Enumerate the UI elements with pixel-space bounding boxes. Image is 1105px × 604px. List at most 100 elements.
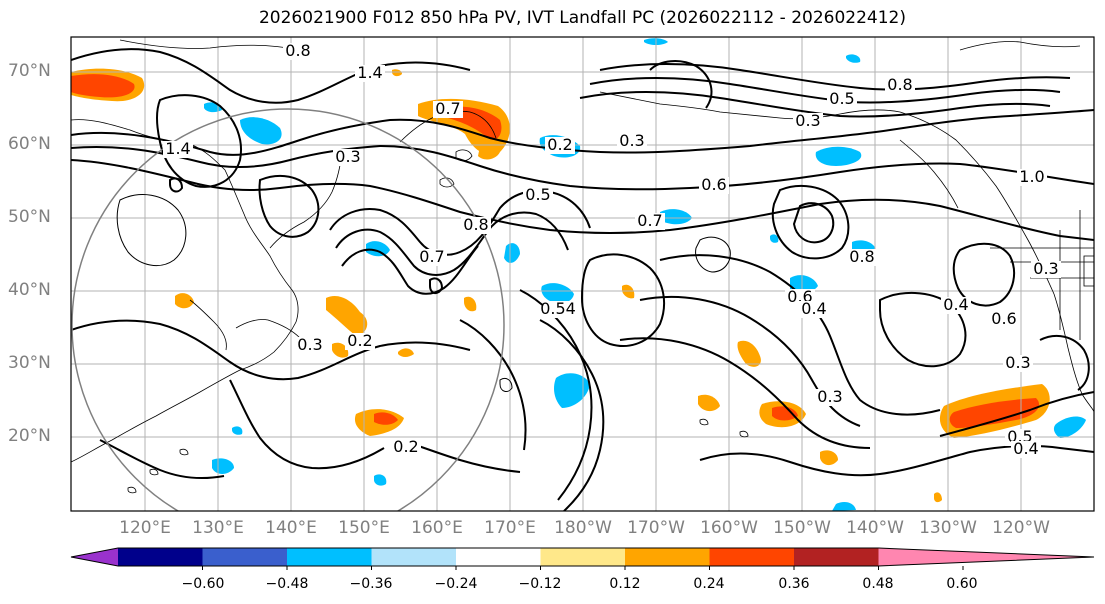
colorbar-extend-max xyxy=(878,548,1094,566)
contour-label: 0.3 xyxy=(817,387,842,406)
colorbar xyxy=(70,547,1095,570)
lon-label-120w: 120°W xyxy=(992,518,1050,538)
contour-label: 0.6 xyxy=(701,175,726,194)
contour-label-background xyxy=(635,213,665,230)
colorbar-label: −0.36 xyxy=(349,576,393,592)
contour-label: 0.3 xyxy=(297,335,322,354)
contour-label-background xyxy=(1003,355,1033,372)
colorbar-label: 0.12 xyxy=(609,576,641,592)
ivt-shading xyxy=(71,38,1086,511)
pv-contours xyxy=(71,48,1094,511)
colorbar-label: −0.48 xyxy=(265,576,309,592)
contour-label: 0.5 xyxy=(829,89,854,108)
contour-label-background xyxy=(1017,169,1047,186)
colorbar-label: 0.48 xyxy=(862,576,894,592)
colorbar-outline xyxy=(70,547,1095,567)
contour-label-background xyxy=(941,297,971,314)
contour-label-background xyxy=(417,249,447,266)
domain-circle xyxy=(71,108,505,511)
contour-label-background xyxy=(333,149,363,166)
colorbar-segment xyxy=(456,548,541,566)
contour-label: 1.0 xyxy=(1019,167,1044,186)
map-title: 2026021900 F012 850 hPa PV, IVT Landfall… xyxy=(258,8,906,28)
map-frame xyxy=(70,36,1095,512)
contour-labels: 1.4 1.4 0.8 0.7 0.2 0.3 0.3 0.8 0.5 0.3 0.6 0.5 0.8 0… xyxy=(163,41,1061,458)
contour-label: 0.8 xyxy=(463,215,488,234)
contour-label: 0.8 xyxy=(285,41,310,60)
lon-label-160e: 160°E xyxy=(411,518,463,538)
contour-label-background xyxy=(793,113,823,130)
contour-label: 0.4 xyxy=(943,295,968,314)
contour-label: 0.3 xyxy=(795,111,820,130)
contour-label: 0.2 xyxy=(393,437,418,456)
lon-label-180w: 180°W xyxy=(554,518,612,538)
contour-label-background xyxy=(989,311,1019,328)
contour-label-background xyxy=(391,439,421,456)
contour-label: 0.7 xyxy=(637,211,662,230)
contour-label-background xyxy=(1011,441,1041,458)
contour-label-background xyxy=(1031,261,1061,278)
contour-label-background xyxy=(815,389,845,406)
contour-label: 0.7 xyxy=(419,247,444,266)
contour-label-background xyxy=(433,101,463,118)
contour-label-background xyxy=(295,337,325,354)
lat-label-50n: 50°N xyxy=(8,207,51,227)
contour-label: 0.3 xyxy=(1033,259,1058,278)
colorbar-label: −0.60 xyxy=(181,576,225,592)
lat-label-40n: 40°N xyxy=(8,280,51,300)
lat-label-70n: 70°N xyxy=(8,61,51,81)
contour-label: 0.6 xyxy=(991,309,1016,328)
lon-label-150e: 150°E xyxy=(338,518,390,538)
contour-label-background xyxy=(545,137,575,154)
contour-label-background xyxy=(847,249,877,266)
contour-label-background xyxy=(799,301,829,318)
lat-label-20n: 20°N xyxy=(8,426,51,446)
contour-label-background xyxy=(543,301,573,318)
graticule xyxy=(71,37,1094,511)
contour-label-background xyxy=(885,77,915,94)
contour-label: 0.8 xyxy=(849,247,874,266)
colorbar-segment xyxy=(540,548,626,566)
lat-label-30n: 30°N xyxy=(8,353,51,373)
contour-label-background xyxy=(461,217,491,234)
contour-label: 0.4 xyxy=(801,299,826,318)
lon-label-120e: 120°E xyxy=(119,518,171,538)
contour-label-background xyxy=(345,333,375,350)
lon-label-130e: 130°E xyxy=(192,518,244,538)
colorbar-label: −0.24 xyxy=(434,576,478,592)
colorbar-segment xyxy=(371,548,457,566)
contour-label: 0.54 xyxy=(540,299,576,318)
lat-label-60n: 60°N xyxy=(8,134,51,154)
lon-label-140e: 140°E xyxy=(265,518,317,538)
colorbar-segment xyxy=(794,548,879,566)
contour-label-background xyxy=(523,187,553,204)
colorbar-segment xyxy=(625,548,710,566)
contour-label: 0.3 xyxy=(335,147,360,166)
lon-label-130w: 130°W xyxy=(919,518,977,538)
contour-label: 0.4 xyxy=(1013,439,1038,458)
lon-label-150w: 150°W xyxy=(773,518,831,538)
contour-label: 0.2 xyxy=(347,331,372,350)
contour-label: 0.2 xyxy=(547,135,572,154)
colorbar-label: 0.24 xyxy=(693,576,725,592)
lon-label-170w: 170°W xyxy=(627,518,685,538)
lon-label-160w: 160°W xyxy=(700,518,758,538)
contour-label: 0.8 xyxy=(887,75,912,94)
colorbar-segment xyxy=(709,548,795,566)
contour-label: 1.4 xyxy=(165,139,190,158)
colorbar-segment xyxy=(118,548,203,566)
colorbar-segment xyxy=(287,548,372,566)
pv-contours-thin xyxy=(116,194,731,392)
colorbar-extend-min xyxy=(71,548,118,566)
lon-label-140w: 140°W xyxy=(846,518,904,538)
contour-label-background xyxy=(617,133,647,150)
contour-label-background xyxy=(283,43,313,60)
contour-label-background xyxy=(699,177,729,194)
contour-label: 0.5 xyxy=(525,185,550,204)
colorbar-label: 0.60 xyxy=(946,576,978,592)
colorbar-segment xyxy=(202,548,288,566)
contour-label: 0.7 xyxy=(435,99,460,118)
colorbar-label: −0.12 xyxy=(518,576,562,592)
contour-label-background xyxy=(355,65,385,82)
